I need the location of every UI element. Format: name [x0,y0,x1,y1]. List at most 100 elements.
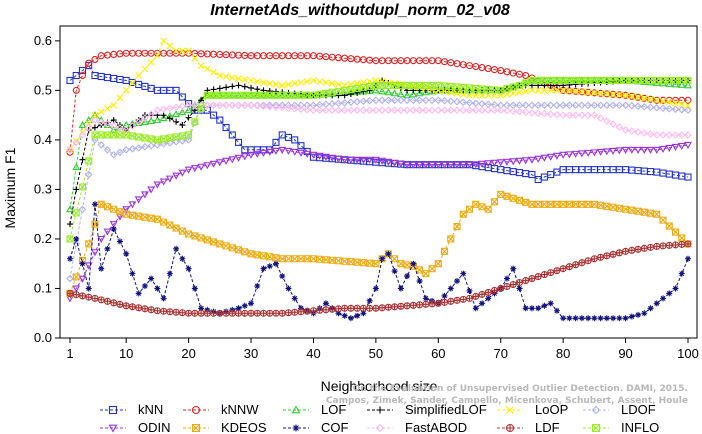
point-loop [104,105,111,112]
point-kdeos [185,230,193,238]
point-kdeos [534,200,542,208]
point-lof [72,163,81,171]
point-fastabod [428,106,436,114]
point-ldf [634,245,642,253]
point-odin [509,158,518,166]
point-odin [677,142,686,150]
point-simplifiedlof [110,117,117,124]
point-ldf [622,247,630,255]
point-fastabod [615,123,624,131]
point-odin [428,161,436,169]
point-kdeos [197,234,205,242]
point-cof [154,285,161,292]
point-fastabod [384,106,393,114]
point-cof [379,255,386,262]
point-odin [78,275,87,283]
point-fastabod [628,127,636,135]
point-ldof [603,101,611,110]
point-ldf [228,309,236,317]
point-odin [590,149,599,157]
point-cof [566,315,573,322]
point-ldf [166,308,174,316]
point-loop [590,89,598,97]
point-fastabod [359,106,368,114]
point-loop [659,97,667,105]
point-ldof [584,101,592,110]
legend-label-lof: LOF [321,402,346,417]
point-ldf [565,263,573,271]
point-ldf [153,307,161,315]
point-odin [91,249,99,257]
series-ldf [66,240,692,317]
point-ldof [609,101,617,110]
point-inflo [497,86,505,94]
point-fastabod [253,101,262,110]
point-ldf [66,289,74,297]
point-fastabod [116,124,124,132]
point-odin [353,156,362,164]
point-ldof [596,101,605,110]
point-ldf [578,259,586,267]
point-loop [191,54,199,62]
point-odin [615,147,624,155]
point-ldf [116,300,124,308]
point-fastabod [453,106,461,114]
point-cof [685,255,691,262]
point-inflo [515,81,524,89]
point-cof [123,250,130,257]
point-cof [472,305,479,312]
point-knn [291,136,299,144]
point-ldf [309,307,318,315]
point-simplifiedlof [254,86,261,93]
point-ldf [403,302,411,310]
point-fastabod [284,104,293,112]
point-ldf [160,307,168,315]
point-loop [110,101,118,109]
point-inflo [172,133,180,141]
point-cof [666,290,673,297]
point-fastabod [153,106,162,114]
point-cof [510,265,517,272]
point-fastabod [621,126,630,134]
legend-item-cof: COF [283,420,349,434]
legend-marker-knnw [191,405,201,415]
point-kdeos [85,240,93,248]
point-inflo [185,131,193,139]
point-ldf [509,281,517,288]
point-odin [396,160,405,168]
point-cof [179,255,186,262]
point-odin [334,155,343,163]
point-fastabod [553,110,561,119]
point-kdeos [522,198,530,206]
point-odin [340,156,349,164]
x-tick-label: 20 [181,346,195,361]
point-ldf [172,308,180,316]
point-lof [140,117,149,126]
point-fastabod [241,101,249,110]
point-kdeos [234,246,243,254]
point-kdeos [222,242,230,250]
series-kdeos [66,190,692,297]
point-simplifiedlof [166,115,173,122]
point-ldof [191,118,199,127]
point-kdeos [210,238,218,246]
point-knnw [91,55,99,63]
point-fastabod [72,138,81,147]
point-cof [585,315,592,322]
point-cof [266,263,273,270]
point-cof [110,226,117,233]
point-odin [371,156,380,164]
point-kdeos [509,194,517,202]
point-ldof [465,98,474,107]
point-odin [521,157,530,165]
point-kdeos [166,221,174,229]
point-ldf [284,309,293,317]
point-ldof [334,99,343,108]
point-kdeos [453,223,461,231]
point-simplifiedlof [67,221,73,228]
point-loop [154,52,161,60]
point-fastabod [97,118,105,126]
point-cof [553,307,560,314]
point-knn [178,93,186,101]
point-cof [466,287,473,294]
